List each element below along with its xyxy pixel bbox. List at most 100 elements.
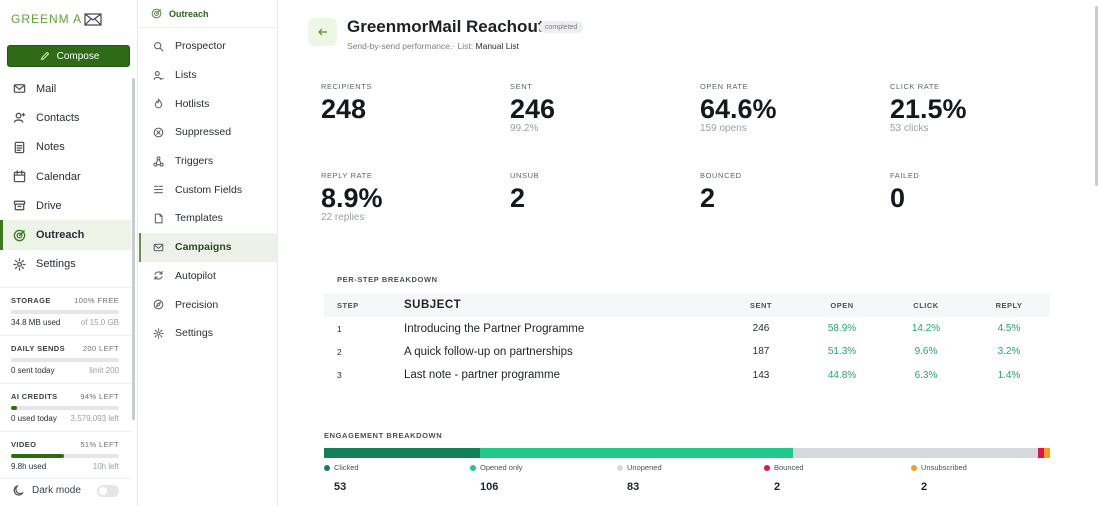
trigger-icon [151,154,165,168]
subnav-list: Prospector Lists Hotlists Suppressed Tri… [139,32,278,348]
dark-mode-label: Dark mode [32,485,81,496]
column-header-step: STEP [337,300,359,310]
cell-subject: A quick follow-up on partnerships [404,345,573,358]
meter-limit: 3,579,093 left [70,414,119,423]
meter-bar [11,310,119,314]
subnav-item-label: Templates [175,212,223,225]
gear-icon [151,326,165,340]
stat-label: BOUNCED [700,171,742,180]
segment-clicked [324,448,481,458]
table-row[interactable]: 3 Last note - partner programme 143 44.8… [324,364,1050,387]
subnav-header: Outreach [139,0,277,28]
stat-bounced: BOUNCED 2 [700,171,860,213]
legend-label: Unsubscribed [921,463,967,472]
legend-dot [911,464,917,471]
nav-item-outreach[interactable]: Outreach [0,220,131,250]
stat-value: 2 [510,183,526,213]
stat-value: 2 [700,183,716,213]
legend-value: 83 [627,481,640,493]
meter-fill [11,406,18,410]
nav-item-calendar[interactable]: Calendar [0,162,131,191]
back-button[interactable] [308,18,337,46]
cell-sent: 187 [752,346,770,358]
meter-fill [11,454,64,458]
cell-open: 58.9% [827,323,857,335]
cell-step: 1 [337,323,342,334]
legend-value: 106 [480,481,499,493]
sidebar: GREENM A Compose Mail Contacts Notes Cal… [0,0,138,506]
column-header-click: CLICK [913,300,939,310]
legend-dot [470,464,476,471]
subnav-item-suppressed[interactable]: Suppressed [139,118,278,147]
subnav-item-campaigns[interactable]: Campaigns [139,232,278,262]
subnav-item-precision[interactable]: Precision [139,290,278,319]
legend-label: Clicked [334,463,359,472]
meter-label: STORAGE [11,296,51,305]
legend-unopened: Unopened 83 [617,463,767,493]
nav-item-settings[interactable]: Settings [0,250,131,279]
cell-step: 3 [337,370,342,381]
subtitle-text: Send-by-send performance.· List: [347,41,476,51]
meter-bar [11,406,119,410]
legend-value: 2 [774,481,781,493]
cell-click: 9.6% [914,346,938,358]
nav-item-notes[interactable]: Notes [0,133,131,162]
stat-recipients: RECIPIENTS 248 [321,82,481,124]
subnav-item-label: Lists [175,69,197,82]
column-header-sent: SENT [749,300,772,310]
subnav-item-prospector[interactable]: Prospector [139,32,278,61]
subnav-item-hotlists[interactable]: Hotlists [139,89,278,118]
app-logo[interactable]: GREENM A [11,10,102,28]
stat-value: 246 [510,94,556,124]
logo-text: GREENM A [11,12,83,26]
subnav-item-lists[interactable]: Lists [139,61,278,90]
main-scrollbar[interactable] [1095,6,1098,186]
video-meter: VIDEO 51% LEFT 9.8h used 10h left [0,431,131,479]
mail-icon [12,82,26,96]
stat-value: 64.6% [700,94,777,124]
table-row[interactable]: 1 Introducing the Partner Programme 246 … [324,317,1050,340]
meter-label: DAILY SENDS [11,344,65,353]
stat-label: SENT [510,82,533,91]
nav-item-drive[interactable]: Drive [0,191,131,220]
meter-used: 34.8 MB used [11,318,61,327]
subnav-item-settings[interactable]: Settings [139,319,278,348]
dark-mode-toggle[interactable] [97,484,119,497]
legend-dot [764,464,770,471]
nav-item-mail[interactable]: Mail [0,74,131,103]
list-name: Manual List [475,41,519,51]
legend-label: Opened only [480,463,523,472]
meter-used: 0 sent today [11,366,55,375]
legend-bounced: Bounced 2 [764,463,914,493]
stat-click-rate: CLICK RATE 21.5% 53 clicks [890,82,1050,134]
storage-meter: STORAGE 100% FREE 34.8 MB used of 15.0 GB [0,287,131,335]
stat-failed: FAILED 0 [890,171,1050,213]
subnav-item-templates[interactable]: Templates [139,204,278,233]
stat-value: 21.5% [890,94,967,124]
cell-sent: 246 [752,323,770,335]
notes-icon [12,140,26,154]
meter-remaining: 94% LEFT [80,392,119,401]
meter-limit: 10h left [92,462,119,471]
sidebar-scrollbar[interactable] [132,78,135,420]
subnav-item-custom-fields[interactable]: Custom Fields [139,175,278,204]
cell-click: 6.3% [914,369,938,381]
legend-clicked: Clicked 53 [324,463,474,493]
legend-dot [617,464,623,471]
cell-reply: 3.2% [997,346,1021,358]
legend-opened-only: Opened only 106 [470,463,620,493]
daily-sends-meter: DAILY SENDS 200 LEFT 0 sent today limit 20… [0,335,131,383]
column-header-reply: REPLY [995,300,1023,310]
dark-mode-row: Dark mode [0,478,131,502]
moon-icon [12,484,26,498]
table-row[interactable]: 2 A quick follow-up on partnerships 187 … [324,340,1050,363]
meter-bar [11,358,119,362]
legend-dot [324,464,330,471]
template-icon [151,211,165,225]
nav-item-contacts[interactable]: Contacts [0,103,131,132]
subnav-item-autopilot[interactable]: Autopilot [139,262,278,291]
subnav-item-triggers[interactable]: Triggers [139,147,278,176]
stat-open-rate: OPEN RATE 64.6% 159 opens [700,82,860,134]
stat-label: REPLY RATE [321,171,373,180]
compose-button[interactable]: Compose [7,45,130,67]
